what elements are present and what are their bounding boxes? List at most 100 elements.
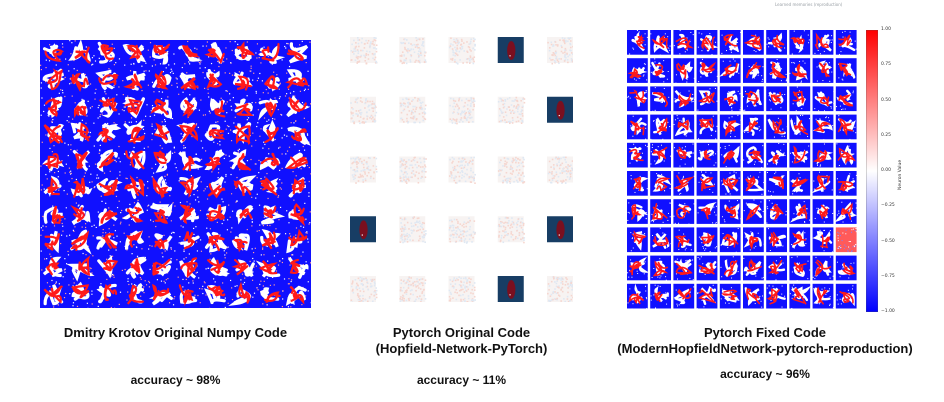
krotov-tile	[286, 120, 311, 148]
caption-krotov: Dmitry Krotov Original Numpy Code	[63, 325, 288, 340]
krotov-tile	[149, 256, 172, 282]
krotov-tile	[288, 175, 310, 201]
accuracy-krotov: accuracy ~ 98%	[130, 373, 221, 387]
pytorch-fixed-tile	[835, 114, 857, 140]
krotov-tile	[67, 40, 95, 66]
pytorch-fixed-tile	[627, 255, 650, 281]
pytorch-fixed-tile	[627, 58, 648, 83]
krotov-tile	[203, 67, 231, 95]
krotov-tile	[148, 231, 176, 254]
colorbar-tick-label: 0.75	[881, 62, 892, 68]
pytorch-fixed-tile	[696, 227, 718, 253]
krotov-tile	[122, 70, 149, 92]
pytorch-fixed-tile	[650, 114, 671, 140]
pytorch-fixed-tile	[812, 255, 834, 281]
krotov-tile	[96, 228, 121, 251]
pytorch-original-weights-grid	[350, 37, 573, 302]
pytorch-fixed-tile	[696, 86, 718, 112]
krotov-tile	[204, 149, 230, 176]
krotov-tile	[94, 94, 120, 119]
pytorch-fixed-tile	[696, 114, 718, 140]
krotov-tile	[40, 229, 68, 255]
krotov-tile	[230, 41, 258, 67]
krotov-tile	[123, 230, 150, 255]
pytorch-original-tile	[350, 37, 378, 65]
pytorch-fixed-tile	[719, 283, 741, 309]
pytorch-fixed-tile	[743, 227, 765, 253]
pytorch-original-tile	[350, 276, 378, 302]
colorbar-label: Neuron Value	[898, 159, 903, 190]
pytorch-fixed-tile	[627, 283, 648, 310]
pytorch-fixed-tile	[743, 58, 764, 83]
krotov-tile	[121, 94, 148, 121]
pytorch-fixed-tile	[673, 199, 695, 225]
krotov-tile	[284, 228, 309, 256]
krotov-tile	[94, 41, 121, 66]
krotov-tile	[175, 147, 204, 172]
pytorch-fixed-tile	[627, 30, 649, 56]
krotov-tile	[204, 120, 230, 146]
pytorch-fixed-tile	[811, 171, 834, 196]
krotov-tile	[66, 255, 95, 282]
krotov-tile	[121, 255, 150, 283]
krotov-tile	[97, 255, 119, 281]
krotov-tile	[178, 93, 202, 119]
krotov-tile	[94, 68, 120, 95]
krotov-tile	[255, 255, 284, 282]
krotov-tile	[284, 69, 310, 95]
krotov-tile	[67, 229, 94, 256]
krotov-tile	[176, 122, 202, 149]
pytorch-original-tile	[399, 96, 427, 124]
krotov-tile	[230, 175, 258, 202]
pytorch-fixed-tile	[835, 30, 857, 55]
pytorch-original-tile	[547, 156, 573, 184]
pytorch-fixed-tile	[627, 199, 648, 224]
krotov-tile	[40, 43, 67, 66]
pytorch-fixed-tile	[719, 199, 742, 224]
pytorch-fixed-tile	[766, 58, 788, 83]
pytorch-fixed-tile	[719, 255, 741, 281]
krotov-tile	[96, 283, 122, 308]
krotov-tile	[202, 96, 231, 118]
pytorch-fixed-tile	[812, 114, 834, 141]
krotov-tile	[228, 281, 258, 306]
pytorch-fixed-weights-grid	[627, 30, 857, 310]
krotov-tile	[259, 176, 283, 200]
krotov-tile	[123, 147, 146, 170]
krotov-tile	[285, 283, 311, 308]
krotov-tile	[178, 282, 204, 307]
pytorch-fixed-tile	[696, 142, 719, 168]
pytorch-fixed-tile	[743, 199, 764, 224]
pytorch-original-tile	[448, 156, 476, 185]
pytorch-fixed-tile	[789, 171, 811, 196]
pytorch-fixed-tile	[835, 227, 857, 253]
pytorch-fixed-tile	[766, 142, 787, 168]
krotov-tile	[257, 96, 283, 121]
pytorch-original-tile	[448, 216, 476, 244]
pytorch-fixed-tile	[627, 142, 648, 168]
pytorch-fixed-tile	[789, 58, 811, 83]
krotov-tile	[229, 257, 257, 282]
colorbar-gradient	[866, 30, 878, 312]
pytorch-original-tile-dark	[497, 276, 524, 302]
krotov-tile	[122, 201, 150, 226]
pytorch-fixed-tile	[627, 171, 649, 196]
pytorch-fixed-tile	[673, 255, 695, 281]
pytorch-fixed-tile	[835, 171, 857, 197]
krotov-tile	[68, 281, 93, 308]
top-right-note: Learned memories (reproduction)	[775, 2, 843, 7]
pytorch-fixed-tile	[719, 58, 741, 83]
colorbar-tick-label: 0.00	[881, 168, 892, 173]
pytorch-fixed-tile	[696, 58, 719, 83]
pytorch-fixed-tile	[743, 142, 764, 169]
krotov-tile	[94, 149, 121, 174]
pytorch-fixed-tile	[719, 227, 741, 253]
pytorch-fixed-tile	[719, 86, 742, 112]
pytorch-fixed-tile	[673, 171, 695, 196]
pytorch-fixed-tile	[719, 171, 741, 197]
krotov-tile	[96, 174, 123, 202]
krotov-tile	[257, 119, 286, 148]
krotov-tile	[178, 175, 202, 201]
pytorch-fixed-tile	[835, 283, 857, 309]
krotov-tile	[230, 95, 257, 121]
